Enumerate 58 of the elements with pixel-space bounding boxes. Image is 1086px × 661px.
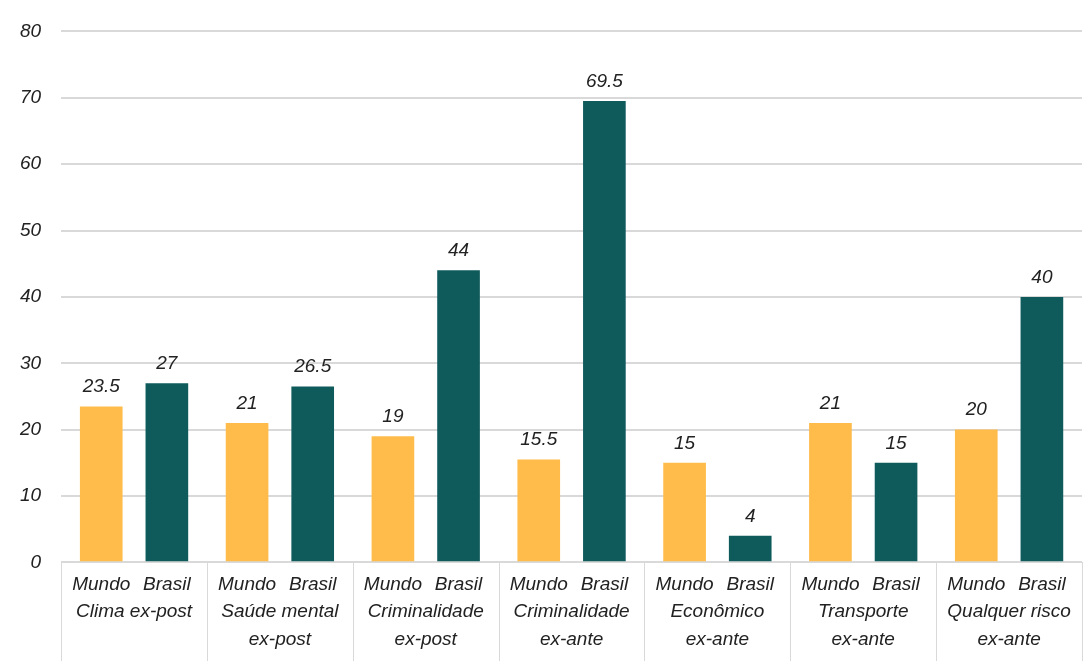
y-tick-label: 0 — [30, 550, 42, 572]
x-tick-label: Clima ex-post — [75, 599, 193, 621]
y-tick-label: 10 — [19, 484, 42, 506]
bar — [371, 436, 415, 562]
data-label: 15 — [885, 431, 908, 453]
x-tick-label: Qualquer risco ex-ante — [947, 599, 1071, 649]
bar — [225, 422, 269, 562]
y-tick-label: 20 — [18, 417, 42, 439]
bar — [517, 459, 561, 562]
bar — [874, 462, 918, 562]
x-tick-label: Criminalidade ex-post — [367, 599, 484, 649]
text: Mundo — [801, 573, 860, 595]
text: Brasil — [1018, 573, 1066, 595]
bar — [583, 101, 626, 562]
x-tick-label: Transporte ex-ante — [818, 599, 909, 649]
bar — [79, 406, 123, 562]
x-tick-label: Saúde mental ex-post — [221, 599, 340, 649]
data-label: 4 — [744, 504, 756, 526]
series-label: Mundo — [218, 573, 277, 595]
y-tick-label: 70 — [19, 86, 42, 108]
data-label: 23.5 — [81, 375, 121, 397]
data-label: 27 — [155, 351, 179, 373]
bar — [663, 462, 706, 562]
data-label: 26.5 — [293, 355, 332, 377]
data-label: 44 — [447, 239, 470, 261]
data-label: 21 — [235, 391, 258, 413]
data-label: 15 — [674, 431, 696, 453]
text: Mundo — [947, 573, 1006, 595]
text: Mundo — [363, 573, 422, 595]
bar — [291, 386, 335, 562]
text: Brasil — [143, 573, 191, 595]
y-tick-label: 40 — [19, 285, 42, 307]
bar — [728, 535, 772, 562]
text: Mundo — [72, 573, 131, 595]
x-tick-label: Econômico ex-ante — [670, 599, 765, 649]
bar — [1020, 296, 1064, 562]
text: Brasil — [726, 573, 774, 595]
data-label: 15.5 — [520, 428, 558, 450]
y-tick-label: 80 — [19, 19, 42, 41]
data-label: 20 — [964, 398, 988, 420]
data-label: 40 — [1031, 265, 1053, 287]
bar — [437, 270, 480, 562]
y-tick-label: 30 — [19, 351, 42, 373]
text: Brasil — [434, 573, 483, 595]
bar — [145, 383, 189, 562]
x-tick-label: Criminalidade ex-ante — [513, 599, 630, 649]
data-label: 69.5 — [585, 69, 624, 91]
bar — [809, 422, 852, 562]
text: Brasil — [288, 573, 337, 595]
y-tick-label: 60 — [19, 152, 42, 174]
text: Mundo — [509, 573, 568, 595]
data-label: 19 — [382, 405, 404, 427]
series-label: Brasil — [872, 573, 921, 595]
bar — [954, 429, 998, 562]
text: Mundo — [655, 573, 714, 595]
data-label: 21 — [818, 391, 841, 413]
text: Brasil — [580, 573, 629, 595]
y-tick-label: 50 — [19, 218, 42, 240]
